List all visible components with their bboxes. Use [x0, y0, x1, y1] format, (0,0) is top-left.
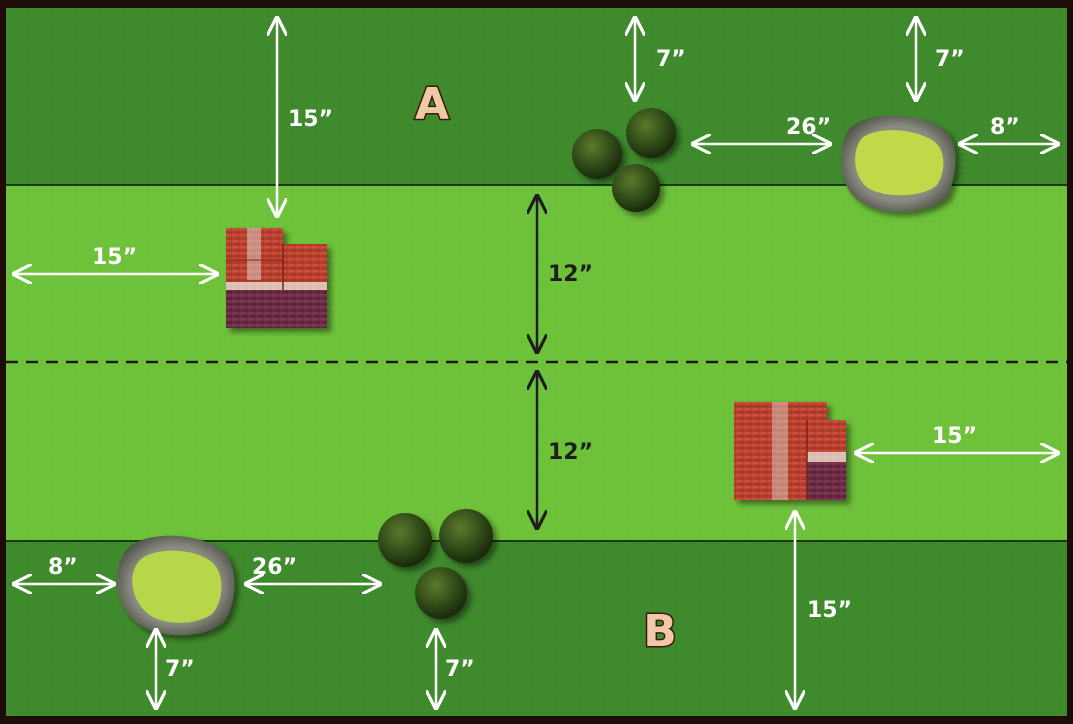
b-forest-offset-label: 7”	[445, 657, 475, 682]
a-zone-depth-label: 15”	[288, 107, 333, 132]
pond-icon	[840, 115, 956, 212]
b-pond-offset-label: 7”	[165, 657, 195, 682]
b-pond-to-edge-label: 8”	[48, 555, 78, 580]
zone-a-label: A	[415, 79, 449, 130]
building-icon	[734, 402, 846, 500]
b-zone-depth-label: 15”	[807, 598, 852, 623]
forest-icon	[572, 108, 676, 212]
a-pond-to-edge-label: 8”	[990, 115, 1020, 140]
building-icon	[226, 228, 327, 328]
center-gap-bottom-label: 12”	[548, 440, 593, 465]
a-pond-offset-label: 7”	[935, 47, 965, 72]
center-gap-top-label: 12”	[548, 262, 593, 287]
forest-icon	[378, 509, 493, 619]
b-building-offset-label: 15”	[932, 424, 977, 449]
zone-b-label: B	[643, 606, 677, 657]
a-forest-to-pond-label: 26”	[786, 115, 831, 140]
a-forest-offset-label: 7”	[656, 47, 686, 72]
pond-icon	[117, 535, 235, 636]
a-building-offset-label: 15”	[92, 245, 137, 270]
b-pond-to-forest-label: 26”	[252, 555, 297, 580]
